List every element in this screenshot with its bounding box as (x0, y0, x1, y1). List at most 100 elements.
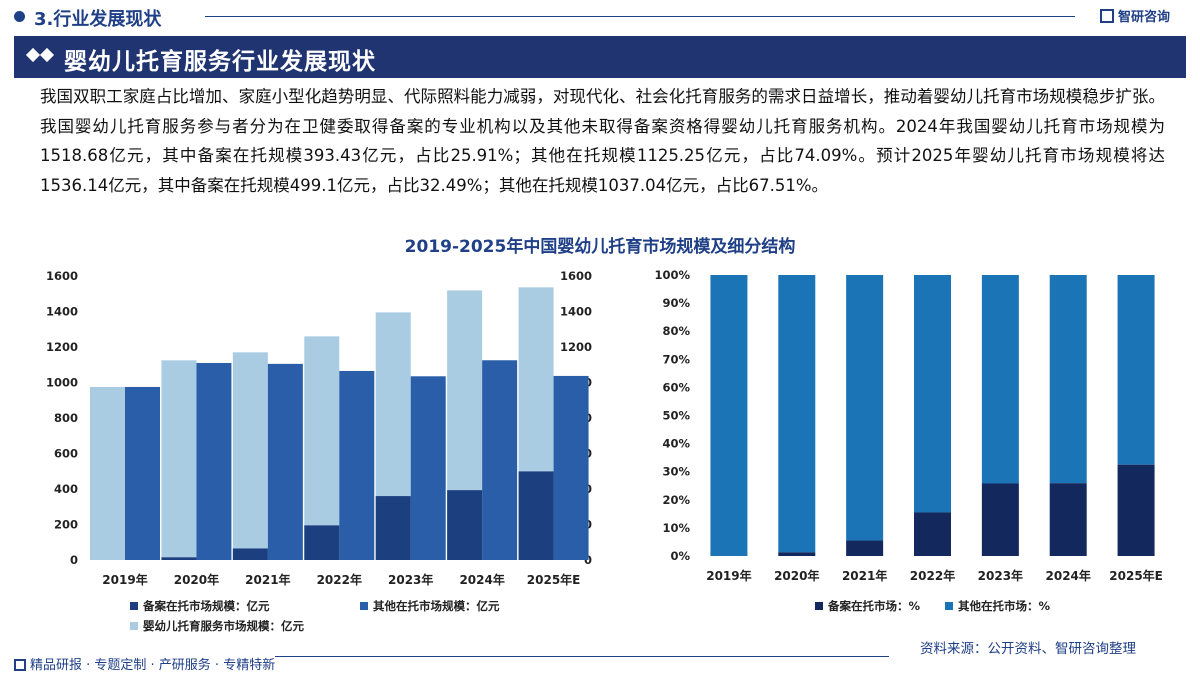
x-tick-label: 2022年 (317, 572, 362, 587)
footer-text: 精品研报 · 专题定制 · 产研服务 · 专精特新 (30, 658, 276, 673)
y-tick-label: 70% (662, 352, 690, 366)
y-tick-label: 10% (662, 521, 690, 535)
brand-name: 智研咨询 (1118, 10, 1171, 25)
header-divider (205, 16, 1075, 17)
legend-swatch (130, 602, 138, 610)
legend-item-other-pct: 其他在托市场：% (945, 598, 1050, 614)
y-tick-label: 80% (662, 324, 690, 338)
bar-other (553, 375, 589, 560)
bar-filed-pct (914, 512, 951, 556)
y-tick-label: 0% (670, 549, 690, 563)
y-tick-label-left: 1000 (46, 376, 78, 390)
brand-logo-icon (1100, 9, 1114, 23)
bar-other-pct (846, 275, 884, 541)
page-title: 婴幼儿托育服务行业发展现状 (64, 49, 376, 75)
y-tick-label-right: 1400 (560, 305, 592, 319)
y-tick-label-left: 1200 (46, 340, 78, 354)
bar-other (196, 362, 232, 560)
y-tick-label-left: 600 (54, 447, 78, 461)
bar-filed-pct (1117, 464, 1155, 556)
x-tick-label: 2020年 (774, 568, 819, 583)
source-note: 资料来源：公开资料、智研咨询整理 (920, 641, 1136, 657)
legend-label: 其他在托市场：% (958, 599, 1051, 613)
section-bullet-icon (14, 11, 25, 22)
y-tick-label-right: 1200 (560, 340, 592, 354)
bar-filed (375, 496, 411, 560)
bar-total (90, 386, 125, 560)
bar-filed-pct (778, 552, 816, 556)
y-tick-label-left: 1400 (46, 305, 78, 319)
section-title: 3.行业发展现状 (34, 9, 162, 30)
legend-label: 备案在托市场：% (828, 599, 921, 613)
legend-swatch (945, 602, 953, 610)
y-tick-label: 50% (662, 409, 690, 423)
top-bar: 3.行业发展现状 智研咨询 (0, 0, 1200, 34)
bar-other (410, 376, 446, 560)
legend-item-other: 其他在托市场规模：亿元 (360, 598, 500, 614)
summary-paragraph: 我国双职工家庭占比增加、家庭小型化趋势明显、代际照料能力减弱，对现代化、社会化托… (40, 87, 1165, 195)
bar-total (304, 336, 340, 560)
bar-other (125, 386, 160, 560)
x-tick-label: 2019年 (102, 572, 147, 587)
footer-slogan: 精品研报 · 专题定制 · 产研服务 · 专精特新 (14, 654, 276, 673)
legend-swatch (815, 602, 823, 610)
x-tick-label: 2025年E (527, 572, 581, 587)
legend-item-filed-pct: 备案在托市场：% (815, 598, 920, 614)
y-tick-label-left: 200 (54, 518, 78, 532)
bar-filed-pct (846, 540, 884, 556)
y-tick-label: 90% (662, 296, 690, 310)
legend-label: 其他在托市场规模：亿元 (373, 599, 500, 613)
bar-other-pct (914, 275, 951, 513)
y-tick-label-left: 800 (54, 411, 78, 425)
y-tick-label: 100% (654, 268, 690, 282)
x-tick-label: 2023年 (388, 572, 433, 587)
market-size-chart: 0020020040040060060080080010001000120012… (46, 269, 592, 587)
bar-filed (161, 557, 197, 560)
legend-item-total: 婴幼儿托育服务市场规模：亿元 (130, 618, 304, 634)
bar-filed-pct (1049, 483, 1087, 556)
x-tick-label: 2021年 (842, 568, 887, 583)
y-tick-label-left: 1600 (46, 269, 78, 283)
brand-logo: 智研咨询 (1100, 6, 1170, 25)
bar-other (339, 370, 375, 560)
y-tick-label: 40% (662, 437, 690, 451)
bar-filed (232, 548, 268, 560)
bar-other (267, 363, 303, 560)
chart-title: 2019-2025年中国婴幼儿托育市场规模及细分结构 (404, 237, 796, 257)
bar-other-pct (1117, 275, 1155, 465)
bar-other-pct (1049, 275, 1087, 484)
y-tick-label: 30% (662, 465, 690, 479)
brand-logo-icon (14, 659, 26, 671)
legend-swatch (360, 602, 368, 610)
x-tick-label: 2021年 (245, 572, 290, 587)
bar-filed (447, 490, 483, 560)
legend-label: 婴幼儿托育服务市场规模：亿元 (143, 619, 304, 633)
bar-filed (304, 525, 340, 560)
bar-other-pct (778, 275, 816, 553)
bar-total (161, 360, 197, 560)
y-tick-label-right: 1600 (560, 269, 592, 283)
legend-item-filed: 备案在托市场规模：亿元 (130, 598, 270, 614)
x-tick-label: 2025年E (1109, 568, 1163, 583)
diamond-icon (25, 47, 41, 63)
title-banner: 婴幼儿托育服务行业发展现状 (14, 36, 1186, 78)
market-share-chart: 0% 10% 20% 30% 40% 50% 60% 70% 80% 90% 100% 2019年 20… (654, 268, 1163, 583)
x-tick-label: 2024年 (459, 572, 504, 587)
y-tick-label: 60% (662, 380, 690, 394)
bar-other-pct (981, 275, 1019, 484)
x-tick-label: 2019年 (706, 568, 751, 583)
x-tick-label: 2024年 (1046, 568, 1091, 583)
bar-filed-pct (981, 483, 1019, 556)
x-tick-label: 2022年 (910, 568, 955, 583)
bar-other-pct (710, 275, 748, 556)
y-tick-label: 20% (662, 493, 690, 507)
y-tick-label-left: 400 (54, 482, 78, 496)
legend-label: 备案在托市场规模：亿元 (143, 599, 270, 613)
bar-total (232, 352, 268, 560)
bar-filed (518, 471, 554, 560)
y-tick-label-left: 0 (70, 553, 78, 567)
legend-swatch (130, 622, 138, 630)
diamond-icon (39, 47, 55, 63)
bar-other (482, 360, 518, 560)
footer-divider (14, 656, 889, 657)
